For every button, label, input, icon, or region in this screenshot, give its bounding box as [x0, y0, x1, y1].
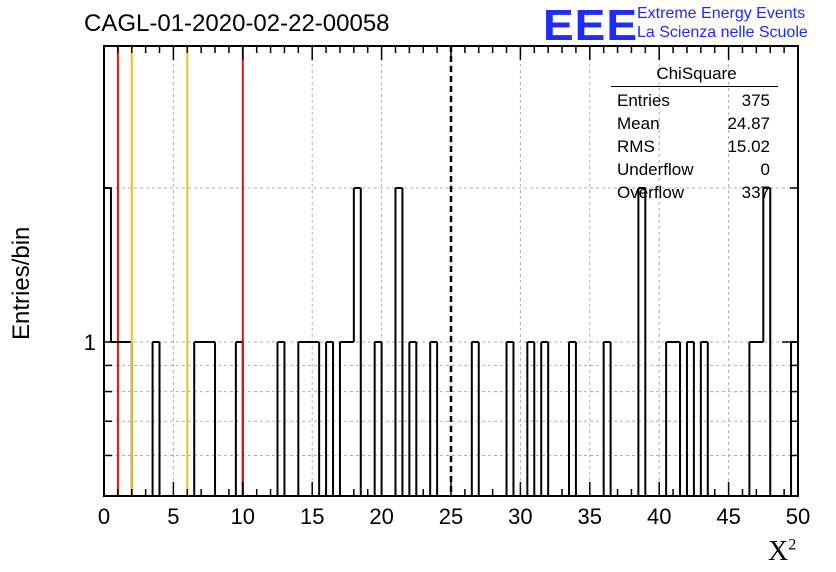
stats-value: 24.87	[727, 114, 770, 133]
stats-value: 0	[760, 160, 770, 179]
stats-row-mean: Mean 24.87	[611, 112, 778, 135]
stats-row-underflow: Underflow 0	[611, 158, 778, 181]
stats-title: ChiSquare	[611, 62, 778, 87]
marker-lines	[116, 46, 453, 496]
histogram-bins	[103, 187, 799, 496]
x-tick-label: 25	[439, 504, 463, 529]
tick-labels: 0 5 10 15 20 25 30 35 40 45 50 1	[84, 330, 810, 529]
stats-value: 375	[741, 91, 770, 110]
stats-row-entries: Entries 375	[611, 89, 778, 112]
stats-label: Entries	[617, 91, 670, 110]
stats-row-overflow: Overflow 337	[611, 181, 778, 204]
stats-label: Mean	[617, 114, 660, 133]
logo-line-2: La Scienza nelle Scuole	[637, 24, 808, 41]
x-axis-label-base: X	[768, 536, 789, 567]
stats-label: Overflow	[617, 183, 685, 202]
stats-value: 15.02	[727, 137, 770, 156]
stats-box: ChiSquare Entries 375 Mean 24.87 RMS 15.…	[611, 62, 778, 204]
x-axis-label-exponent: 2	[788, 536, 797, 554]
x-tick-label: 20	[369, 504, 393, 529]
x-tick-label: 50	[786, 504, 810, 529]
x-axis-label: X2	[768, 536, 796, 568]
stats-row-rms: RMS 15.02	[611, 135, 778, 158]
eee-logo: EEE	[543, 0, 639, 50]
stats-label: Underflow	[617, 160, 694, 179]
x-tick-label: 5	[167, 504, 179, 529]
logo-line-1: Extreme Energy Events	[637, 5, 806, 22]
x-tick-label: 45	[716, 504, 740, 529]
axes-frame	[103, 45, 799, 497]
y-axis-label: Entries/bin	[8, 226, 35, 340]
x-tick-label: 10	[231, 504, 255, 529]
stats-value: 337	[741, 183, 770, 202]
stats-label: RMS	[617, 137, 655, 156]
x-tick-label: 35	[578, 504, 602, 529]
x-tick-label: 30	[508, 504, 532, 529]
x-tick-label: 40	[647, 504, 671, 529]
y-tick-label: 1	[84, 330, 96, 355]
x-tick-label: 0	[98, 504, 110, 529]
plot-title: CAGL-01-2020-02-22-00058	[84, 10, 390, 37]
x-tick-label: 15	[300, 504, 324, 529]
